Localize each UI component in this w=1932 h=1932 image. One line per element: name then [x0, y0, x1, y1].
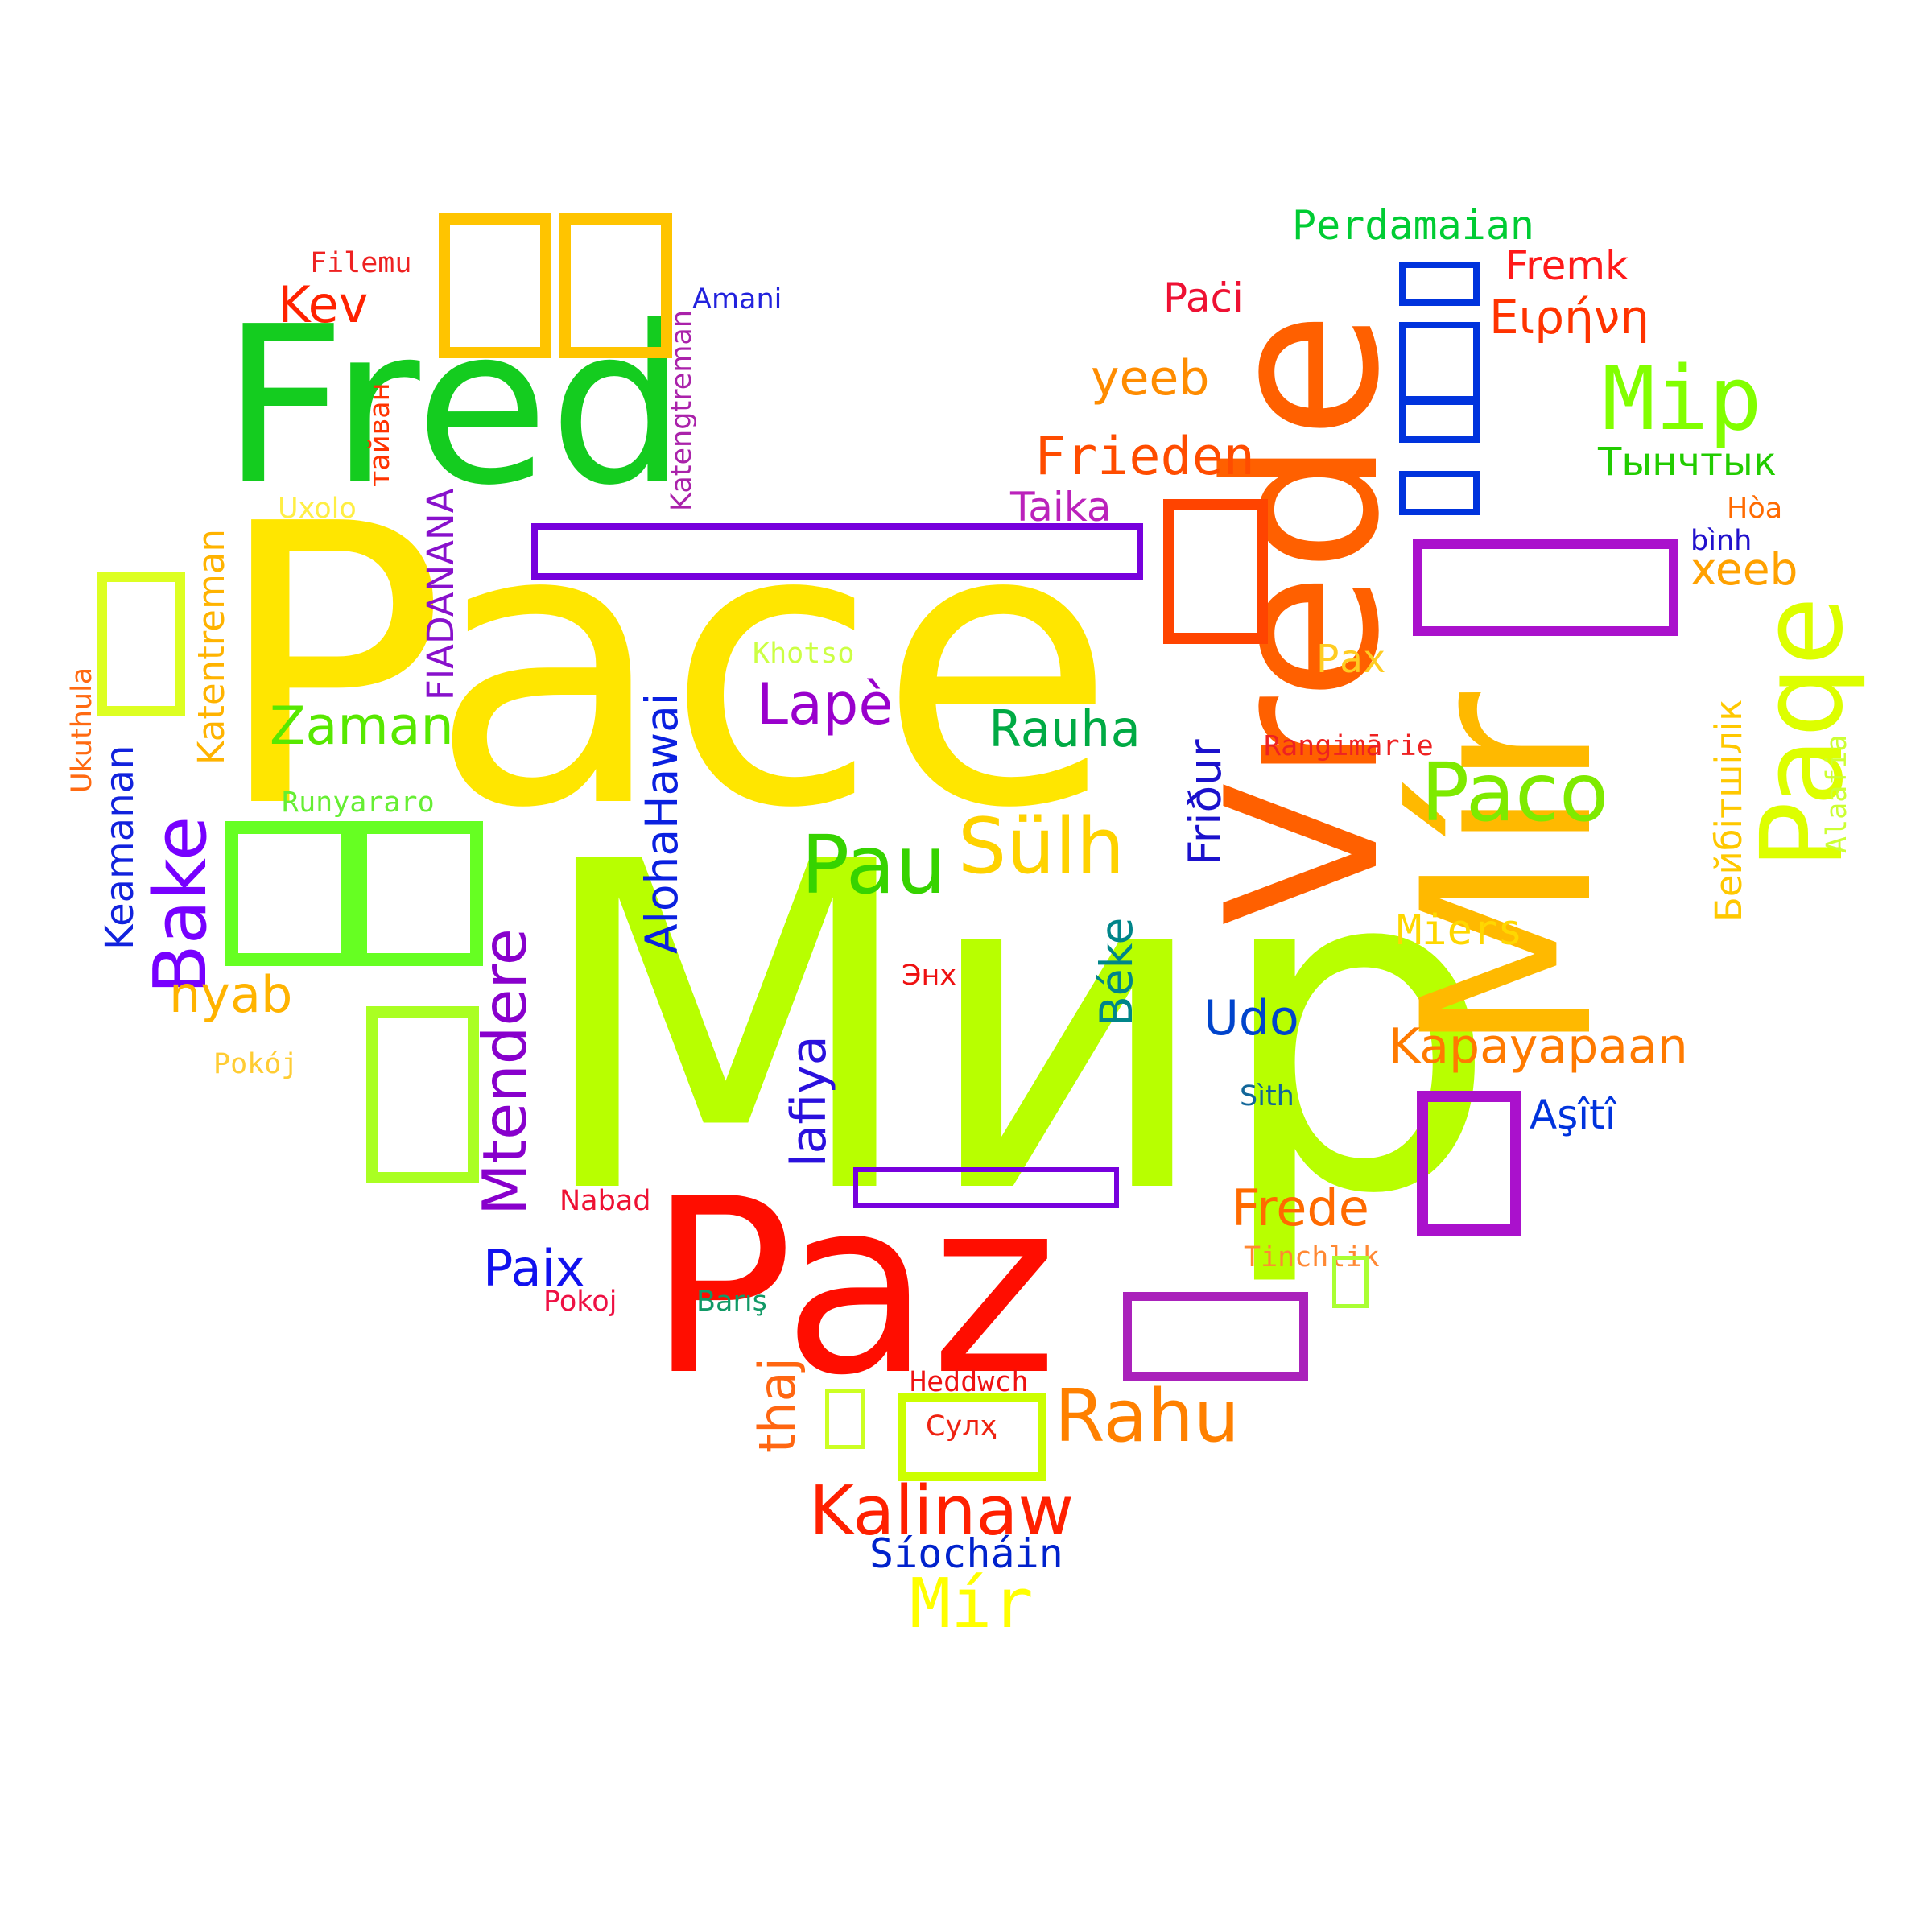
cloud-word-pau: Pau — [801, 818, 947, 912]
cloud-word-mir: Mír — [910, 1564, 1034, 1644]
cloud-word-perdamaian: Perdamaian — [1292, 202, 1535, 249]
cloud-word-kapayapaan: Kapayapaan — [1389, 1018, 1688, 1075]
cloud-word-mip: Mip — [1602, 347, 1762, 450]
cloud-word-bar-s: Barış — [696, 1286, 767, 1318]
glyph-placeholder-box — [853, 1167, 1119, 1208]
cloud-word-lafiya: lafiya — [781, 1035, 837, 1167]
cloud-word-paix: Paix — [483, 1239, 585, 1298]
cloud-word-runyararo: Runyararo — [282, 786, 435, 819]
glyph-placeholder-box — [1332, 1256, 1368, 1308]
cloud-word-uxolo: Uxolo — [278, 493, 357, 525]
glyph-placeholder-box — [97, 572, 185, 716]
cloud-word-filemu: Filemu — [310, 247, 412, 279]
cloud-word-pace: Pace — [213, 443, 1117, 893]
cloud-word-paci: Paċi — [1163, 275, 1244, 321]
cloud-word-rahu: Rahu — [1055, 1374, 1240, 1459]
cloud-word-mtendere: Mtendere — [469, 928, 540, 1216]
cloud-word-keamanan: Keamanan — [97, 745, 142, 950]
glyph-placeholder-box — [1399, 322, 1480, 402]
cloud-word-fred: Fred — [221, 279, 687, 533]
cloud-word-yeeb: yeeb — [1091, 350, 1210, 407]
cloud-word-xeeb: xeeb — [1690, 543, 1798, 595]
cloud-word-pokoj: Pokoj — [543, 1286, 617, 1318]
glyph-placeholder-box — [225, 821, 354, 966]
cloud-word-frieden: Frieden — [1034, 427, 1255, 487]
cloud-word-udo: Udo — [1203, 990, 1299, 1046]
cloud-word-fiadanana: FIADANANA — [419, 488, 462, 700]
cloud-word-nabad: Nabad — [559, 1185, 651, 1217]
glyph-placeholder-box — [559, 213, 672, 358]
cloud-word-ukuthula: Ukuthula — [66, 667, 98, 793]
glyph-placeholder-box — [1399, 398, 1480, 443]
glyph-placeholder-box — [898, 1393, 1046, 1481]
glyph-placeholder-box — [1413, 539, 1678, 636]
cloud-word-pokoj: Pokój — [213, 1048, 299, 1080]
glyph-placeholder-box — [366, 1006, 479, 1183]
cloud-word-сул: Сулҳ — [926, 1410, 997, 1443]
cloud-word-kev: Kev — [278, 275, 369, 334]
glyph-placeholder-box — [1417, 1091, 1521, 1236]
cloud-word-беибітшілік: Бейбітшілік — [1707, 699, 1750, 922]
cloud-word-nyab: nyab — [169, 965, 293, 1024]
cloud-word-мир: Мир — [531, 768, 1500, 1293]
cloud-word-paco: Paco — [1421, 745, 1609, 840]
cloud-word-rauha: Rauha — [990, 700, 1141, 758]
cloud-word-katentreman: Katentreman — [190, 529, 233, 765]
glyph-placeholder-box — [1399, 471, 1480, 515]
cloud-word-zaman: Zaman — [270, 696, 454, 757]
cloud-word-asiti: Aşîtî — [1530, 1092, 1616, 1138]
glyph-placeholder-box — [1399, 262, 1480, 306]
cloud-word-heddwch: Heddwch — [910, 1366, 1029, 1398]
cloud-word-sulh: Sülh — [958, 803, 1125, 891]
cloud-word-thaj: thaj — [748, 1357, 807, 1453]
cloud-word-энх: Энх — [902, 960, 957, 992]
cloud-word-amani: Amani — [692, 283, 782, 316]
cloud-word-lape: Lapè — [757, 671, 894, 737]
glyph-placeholder-box — [531, 523, 1143, 580]
cloud-word-beke: Béke — [1091, 917, 1142, 1026]
cloud-word-fri-ur: Friður — [1179, 739, 1231, 865]
cloud-word-alaafia: Alaafia — [1821, 734, 1853, 853]
glyph-placeholder-box — [1163, 499, 1268, 644]
cloud-word-khotso: Khotso — [753, 638, 855, 670]
cloud-word-тынчтык: Тынчтык — [1598, 440, 1777, 485]
cloud-word-таиван: тайван — [364, 382, 396, 487]
cloud-word-hoa: Hòa — [1727, 493, 1783, 525]
cloud-word-pax: Pax — [1316, 637, 1386, 682]
cloud-word-miers: Miers — [1397, 906, 1523, 955]
cloud-word-katengtreman: Katengtreman — [666, 309, 698, 511]
cloud-word-siochain: Síocháin — [869, 1530, 1063, 1577]
glyph-placeholder-box — [825, 1389, 865, 1449]
cloud-word-alohahawai: AlohaHawai — [636, 692, 687, 954]
cloud-word-frede: Frede — [1232, 1179, 1369, 1237]
cloud-word-kalinaw: Kalinaw — [809, 1472, 1075, 1551]
cloud-word-word: Ειρήνη — [1489, 290, 1650, 345]
cloud-word-sith: Sìth — [1240, 1080, 1294, 1113]
cloud-word-binh: bình — [1690, 525, 1752, 557]
glyph-placeholder-box — [1123, 1292, 1308, 1381]
glyph-placeholder-box — [354, 821, 483, 966]
cloud-word-rangimarie: Rangimārie — [1264, 730, 1434, 762]
cloud-word-taika: Taika — [1010, 484, 1112, 530]
cloud-word-fremk: Fremk — [1505, 242, 1629, 289]
glyph-placeholder-box — [439, 213, 551, 358]
